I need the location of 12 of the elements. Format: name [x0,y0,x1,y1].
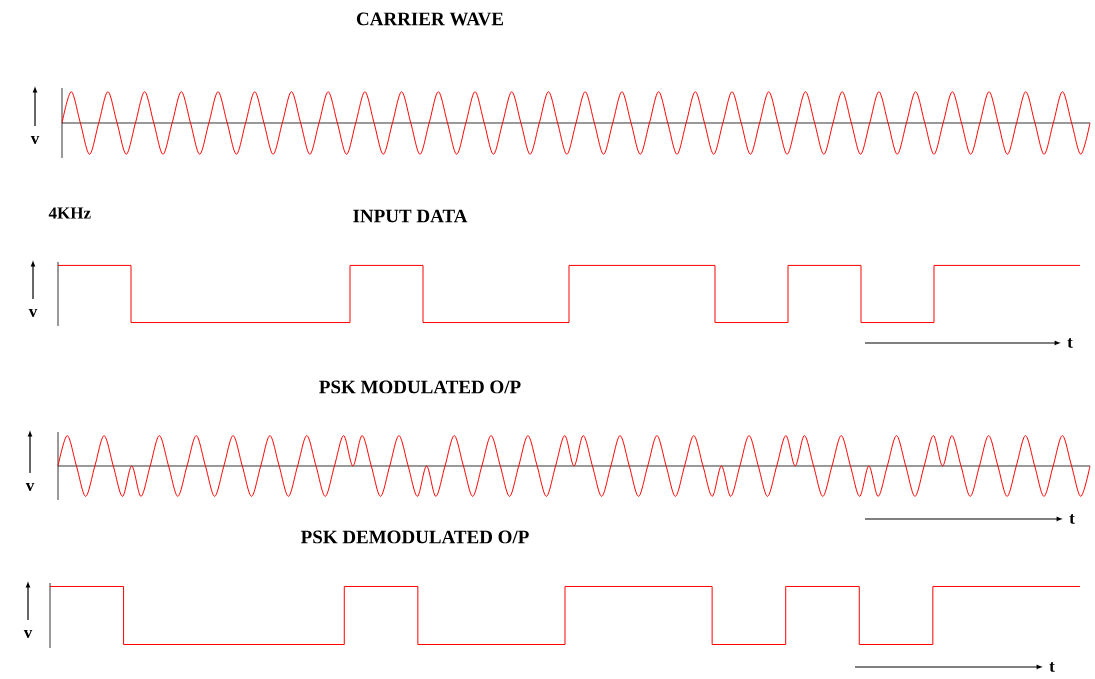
y-axis-title: v [30,136,40,144]
chart-title: PSK MODULATED O/P [319,380,521,394]
y-axis-title: v [25,482,35,491]
x-axis-title: t [1069,514,1075,524]
chart-title: INPUT DATA [353,209,468,223]
x-axis-title: t [1049,662,1055,672]
y-axis-title: v [23,629,33,638]
chart-title: CARRIER WAVE [356,12,504,26]
x-axis-title: t [1067,338,1073,348]
chart-title: PSK DEMODULATED O/P [300,530,529,544]
text: 4KHz [48,207,91,219]
y-axis-title: v [28,309,38,317]
